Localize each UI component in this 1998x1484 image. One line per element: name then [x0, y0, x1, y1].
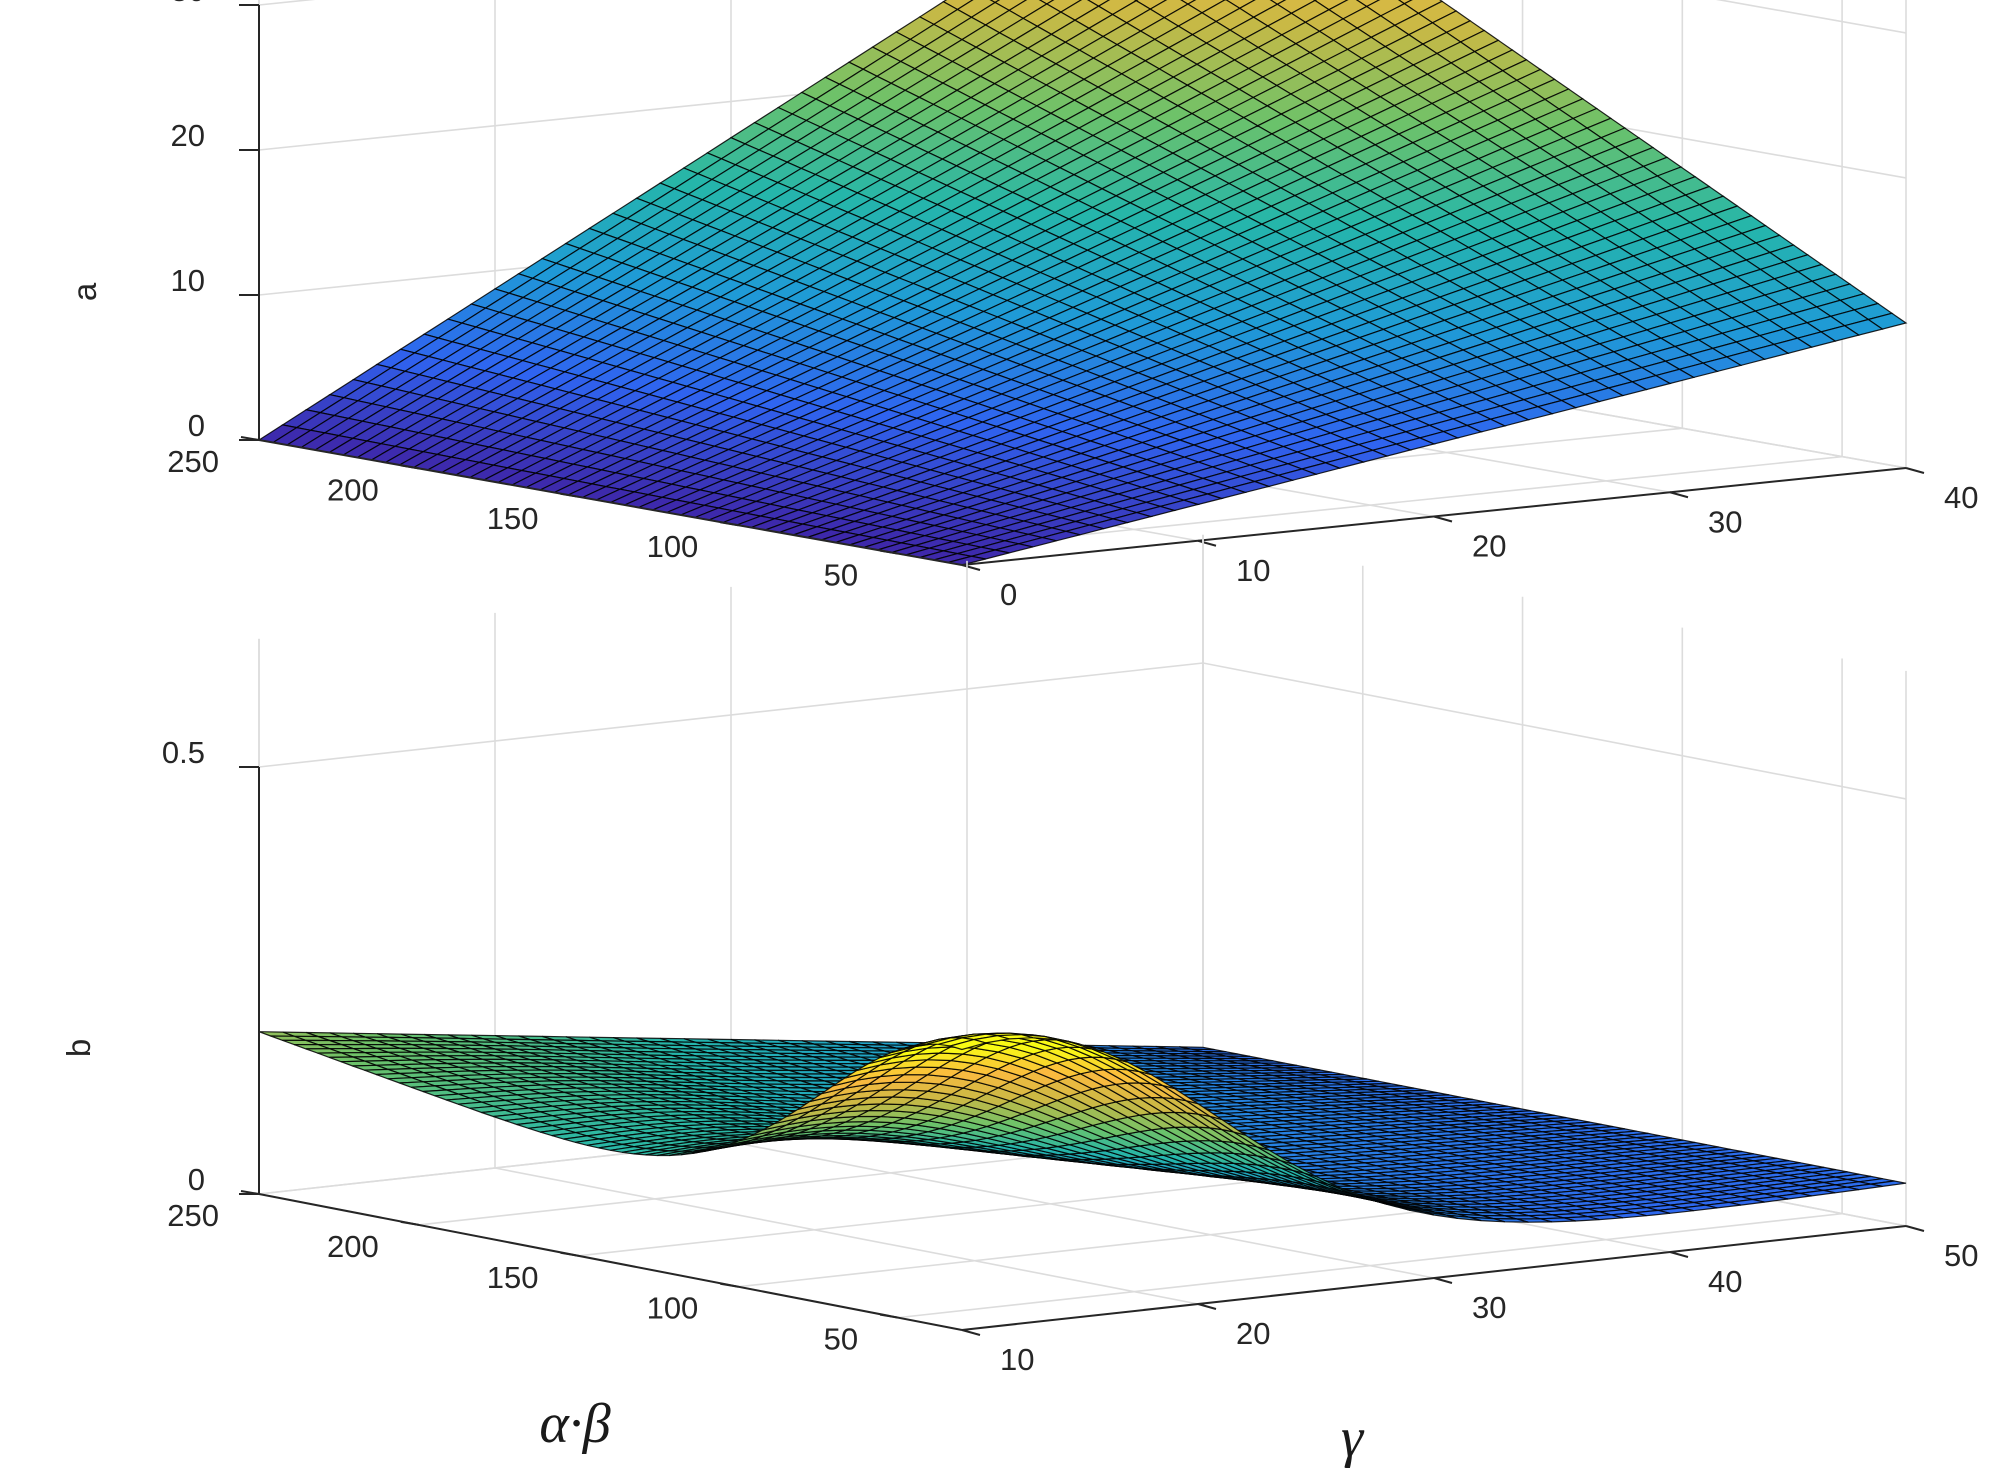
x-tick-label: 200 — [327, 1229, 379, 1264]
x-tick-label: 150 — [487, 1260, 539, 1295]
z-ticks-a: 0 10 20 30 — [171, 0, 259, 443]
grid-line-y — [258, 638, 963, 1331]
x-tick-mark — [560, 492, 579, 498]
x-tick-label: 50 — [824, 1322, 858, 1357]
y-tick-mark — [1905, 467, 1925, 474]
x-axis-line — [258, 439, 963, 566]
y-tick-mark — [1433, 1277, 1453, 1284]
z-axis-label-a: a — [66, 282, 103, 301]
surface-cell — [1397, 0, 1413, 5]
grid-line-x — [898, 658, 1843, 1319]
x-tick-label: 50 — [824, 558, 858, 593]
y-ticks-a: 0 10 20 30 40 — [961, 467, 1978, 612]
y-tick-mark — [1433, 515, 1453, 523]
y-tick-label: 50 — [1944, 1238, 1978, 1273]
surface-cell — [1269, 0, 1287, 5]
z-axis-label-b: b — [60, 1039, 97, 1057]
y-tick-label: 20 — [1472, 529, 1506, 564]
y-tick-label: 0 — [1000, 577, 1017, 612]
y-tick-mark — [961, 1329, 981, 1336]
x-axis-line — [258, 1193, 963, 1331]
y-tick-label: 30 — [1708, 504, 1742, 539]
y-axis-label-b: γ — [1341, 1407, 1365, 1469]
surface-cell — [948, 1038, 988, 1051]
y-tick-mark — [1905, 1225, 1925, 1232]
y-ticks-b: 10 20 30 40 50 — [961, 1225, 1978, 1377]
x-axis-label-b: α·β — [539, 1393, 610, 1455]
x-tick-label: 100 — [647, 1291, 699, 1326]
z-tick-label: 30 — [171, 0, 205, 8]
x-tick-label: 250 — [167, 1198, 219, 1233]
surface-plot-a: 50 100 150 200 250 0 10 20 30 40 0 10 20 30 a — [66, 0, 1978, 612]
x-ticks-a: 50 100 150 200 250 — [167, 436, 899, 593]
x-tick-label: 150 — [487, 501, 539, 536]
z-tick-label: 10 — [171, 263, 205, 298]
y-tick-label: 10 — [1000, 1342, 1034, 1377]
x-tick-label: 100 — [647, 529, 699, 564]
grid-line-y — [494, 612, 1199, 1305]
grid-line-z — [258, 662, 1907, 800]
y-tick-label: 30 — [1472, 1290, 1506, 1325]
x-tick-mark — [400, 464, 419, 470]
x-tick-mark — [879, 549, 899, 555]
x-tick-label: 250 — [167, 444, 219, 479]
x-tick-label: 200 — [327, 472, 379, 507]
x-ticks-b: 50 100 150 200 250 — [167, 1190, 899, 1357]
x-tick-mark — [560, 1251, 579, 1257]
x-tick-mark — [720, 521, 739, 527]
y-tick-label: 40 — [1944, 480, 1978, 515]
z-ticks-b: 00.5 — [162, 735, 259, 1197]
surface-cell — [1038, 0, 1055, 5]
z-tick-label: 20 — [171, 118, 205, 153]
y-tick-mark — [1197, 539, 1217, 547]
x-tick-mark — [879, 1313, 899, 1319]
surface-mesh-a — [257, 0, 1908, 566]
x-tick-mark — [720, 1282, 739, 1288]
surface-cell — [1180, 0, 1197, 5]
y-tick-label: 40 — [1708, 1264, 1742, 1299]
y-tick-mark — [1197, 1303, 1217, 1310]
z-tick-label: 0 — [188, 408, 205, 443]
z-tick-label: 0 — [188, 1162, 205, 1197]
y-tick-label: 20 — [1236, 1316, 1270, 1351]
y-tick-mark — [961, 564, 981, 571]
y-tick-mark — [1669, 491, 1689, 499]
z-tick-label: 0.5 — [162, 735, 205, 770]
x-tick-mark — [400, 1220, 419, 1226]
y-tick-label: 10 — [1236, 553, 1270, 588]
y-tick-mark — [1669, 1251, 1689, 1258]
surface-mesh-b — [258, 1031, 1907, 1223]
